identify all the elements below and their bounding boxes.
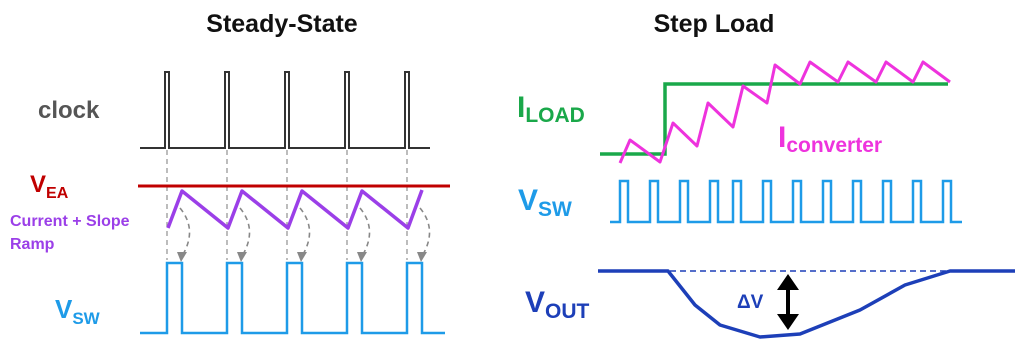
- steady-state-title: Steady-State: [206, 10, 358, 38]
- iconverter-label: Iconverter: [778, 121, 882, 157]
- clock-guide-lines: [166, 150, 408, 260]
- vea-label: VEA: [30, 171, 69, 202]
- iconverter-waveform: [618, 60, 951, 164]
- clock-waveform: [140, 71, 430, 149]
- delta-v-arrowhead-up: [777, 274, 799, 290]
- arrowhead: [297, 252, 307, 262]
- delta-v-label: ΔV: [737, 292, 764, 313]
- ramp-label-line1: Current + Slope: [10, 213, 130, 230]
- delta-v-arrowhead-down: [777, 314, 799, 330]
- iload-label: ILOAD: [517, 91, 585, 127]
- left-vsw-label: VSW: [55, 294, 101, 328]
- trigger-arrow: [419, 207, 431, 257]
- current-slope-ramp: [166, 189, 424, 230]
- arrowhead: [417, 252, 427, 262]
- vout-droop-curve: [598, 269, 1015, 339]
- vout-label: VOUT: [525, 286, 590, 323]
- trigger-arrowheads: [177, 252, 427, 262]
- trigger-arrow: [179, 207, 191, 257]
- left-vsw-waveform: [140, 261, 445, 335]
- iload-step: [600, 82, 948, 156]
- trigger-arrows: [179, 207, 431, 257]
- clock-label: clock: [38, 97, 100, 124]
- arrowhead: [177, 252, 187, 262]
- right-vsw-waveform: [610, 179, 962, 224]
- trigger-arrow: [299, 207, 311, 257]
- step-load-title: Step Load: [654, 10, 775, 38]
- arrowhead: [237, 252, 247, 262]
- ramp-label-line2: Ramp: [10, 236, 55, 253]
- right-vsw-label: VSW: [518, 184, 572, 221]
- arrowhead: [357, 252, 367, 262]
- trigger-arrow: [239, 207, 251, 257]
- delta-v-arrow: [777, 274, 799, 330]
- trigger-arrow: [359, 207, 371, 257]
